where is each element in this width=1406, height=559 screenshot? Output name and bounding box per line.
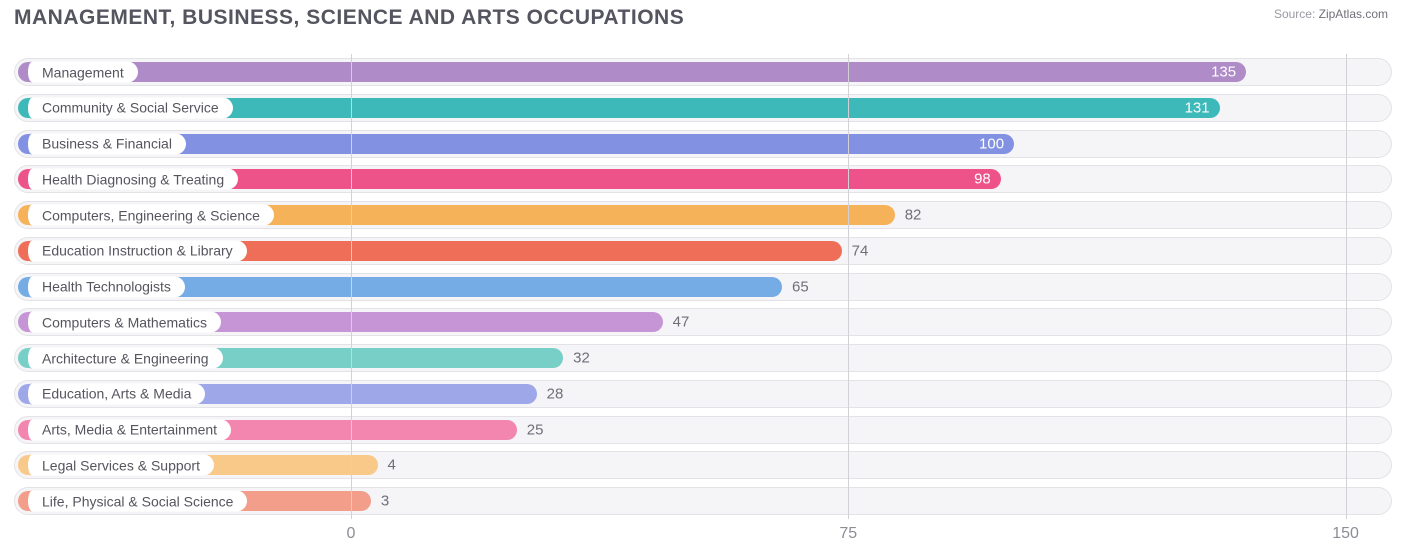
bar-row: Education Instruction & Library 74 (14, 237, 1392, 265)
x-tick-label: 150 (1332, 525, 1359, 543)
value-label: 4 (388, 457, 396, 474)
bar-row: Life, Physical & Social Science 3 (14, 487, 1392, 515)
value-label: 47 (673, 314, 690, 331)
bar-row: Legal Services & Support 4 (14, 451, 1392, 479)
value-label: 98 (974, 171, 991, 188)
source-attribution: Source: ZipAtlas.com (1274, 6, 1388, 22)
category-pill: Business & Financial (22, 133, 186, 154)
bar-row: Arts, Media & Entertainment 25 (14, 416, 1392, 444)
bar-row: Architecture & Engineering 32 (14, 344, 1392, 372)
value-label: 135 (1211, 64, 1236, 81)
value-label: 3 (381, 493, 389, 510)
gridline (848, 54, 849, 519)
category-pill: Education, Arts & Media (22, 383, 205, 404)
category-pill: Computers & Mathematics (22, 312, 221, 333)
bar-row: Education, Arts & Media 28 (14, 380, 1392, 408)
gridline (351, 54, 352, 519)
value-label: 25 (527, 421, 544, 438)
bar (18, 62, 1246, 82)
category-pill: Computers, Engineering & Science (22, 205, 274, 226)
chart-area: Management 135 Community & Social Service 1… (14, 40, 1392, 547)
x-tick-label: 0 (347, 525, 356, 543)
x-tick-label: 75 (839, 525, 857, 543)
bar-row: Community & Social Service 131 (14, 94, 1392, 122)
category-pill: Management (22, 62, 138, 83)
chart-title: MANAGEMENT, BUSINESS, SCIENCE AND ARTS O… (14, 6, 684, 30)
bar-row: Business & Financial 100 (14, 130, 1392, 158)
chart-header: MANAGEMENT, BUSINESS, SCIENCE AND ARTS O… (0, 0, 1406, 30)
value-label: 65 (792, 278, 809, 295)
value-label: 100 (979, 135, 1004, 152)
source-value: ZipAtlas.com (1319, 7, 1388, 21)
category-pill: Health Diagnosing & Treating (22, 169, 238, 190)
value-label: 32 (573, 350, 590, 367)
bar-rows-container: Management 135 Community & Social Service 1… (14, 54, 1392, 519)
value-label: 131 (1185, 99, 1210, 116)
bar-row: Health Diagnosing & Treating 98 (14, 165, 1392, 193)
category-pill: Architecture & Engineering (22, 348, 223, 369)
value-label: 82 (905, 207, 922, 224)
category-pill: Life, Physical & Social Science (22, 491, 247, 512)
category-pill: Education Instruction & Library (22, 240, 247, 261)
source-label: Source: (1274, 7, 1315, 21)
category-pill: Legal Services & Support (22, 455, 214, 476)
bar-row: Health Technologists 65 (14, 273, 1392, 301)
bar-row: Computers, Engineering & Science 82 (14, 201, 1392, 229)
bar-row: Management 135 (14, 58, 1392, 86)
plot-region: Management 135 Community & Social Service 1… (14, 54, 1392, 519)
category-pill: Community & Social Service (22, 97, 233, 118)
value-label: 74 (852, 242, 869, 259)
category-pill: Health Technologists (22, 276, 185, 297)
bar-row: Computers & Mathematics 47 (14, 308, 1392, 336)
category-pill: Arts, Media & Entertainment (22, 419, 231, 440)
gridline (1346, 54, 1347, 519)
value-label: 28 (547, 385, 564, 402)
